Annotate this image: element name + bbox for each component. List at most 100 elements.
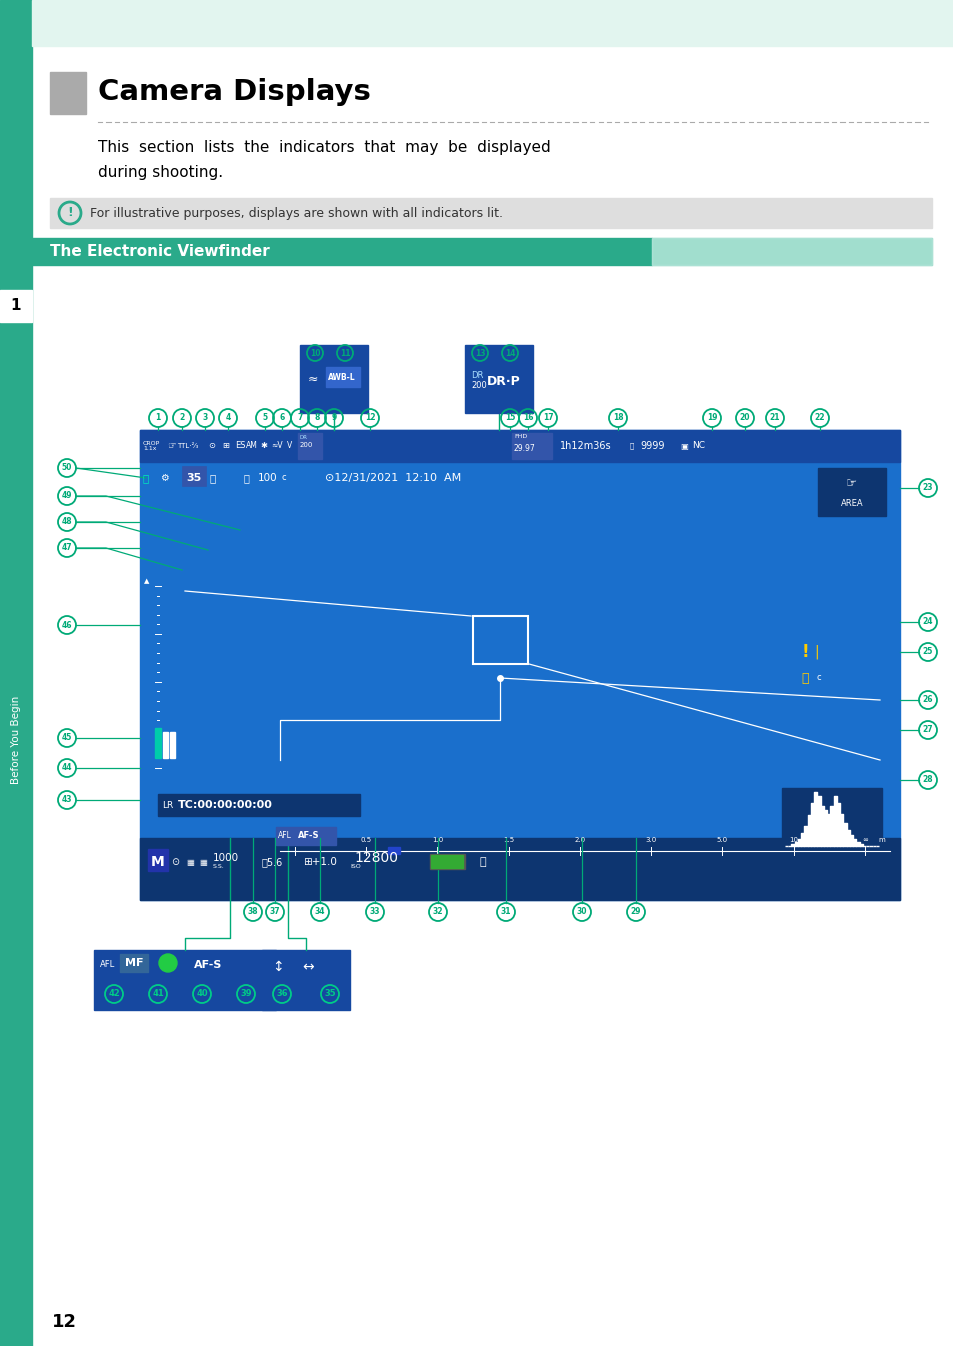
Text: 7: 7 [297, 413, 302, 423]
Text: ▦: ▦ [199, 857, 207, 867]
Bar [464, 345, 533, 413]
Text: 9999: 9999 [639, 441, 664, 451]
Text: ≈: ≈ [308, 373, 318, 386]
Bar [50, 198, 931, 227]
Bar [512, 433, 552, 459]
Bar [140, 429, 899, 900]
Text: 35: 35 [186, 472, 201, 483]
Text: 34: 34 [314, 907, 325, 917]
Text: 19: 19 [706, 413, 717, 423]
Text: ⚙: ⚙ [160, 472, 169, 483]
Text: 20: 20 [739, 413, 749, 423]
Text: 1000: 1000 [213, 853, 239, 863]
Bar [148, 849, 168, 871]
Text: 1: 1 [10, 299, 21, 314]
Text: 33: 33 [370, 907, 380, 917]
Bar [817, 468, 885, 516]
Text: 14: 14 [504, 349, 515, 358]
Text: ∞: ∞ [862, 837, 867, 843]
Bar [32, 238, 651, 265]
Bar [651, 238, 931, 265]
Text: 🔌: 🔌 [479, 857, 486, 867]
Text: 32: 32 [433, 907, 443, 917]
Text: 🔍: 🔍 [143, 472, 149, 483]
Text: FHD: FHD [514, 433, 527, 439]
Text: AREA: AREA [840, 499, 862, 509]
Text: LR: LR [162, 801, 173, 809]
Text: ⊙: ⊙ [209, 441, 215, 451]
Text: ⛰5.6: ⛰5.6 [262, 857, 283, 867]
Bar [651, 238, 931, 265]
Text: 100: 100 [257, 472, 277, 483]
Text: |: | [814, 645, 819, 660]
Text: 26: 26 [922, 696, 932, 704]
Text: 47: 47 [62, 544, 72, 552]
Text: S.S.: S.S. [213, 864, 225, 868]
Text: 5.0: 5.0 [717, 837, 727, 843]
Text: 12: 12 [52, 1312, 77, 1331]
Text: 22: 22 [814, 413, 824, 423]
Text: 10: 10 [310, 349, 320, 358]
Text: MF: MF [125, 958, 143, 968]
Text: m: m [878, 837, 884, 843]
Text: 40: 40 [196, 989, 208, 999]
Bar [94, 950, 275, 1010]
Text: ES: ES [234, 441, 245, 451]
Text: 9: 9 [331, 413, 336, 423]
Text: Before You Begin: Before You Begin [11, 696, 21, 785]
Text: ⬜: ⬜ [629, 443, 634, 450]
Text: AFL: AFL [277, 832, 292, 840]
Text: ⊞: ⊞ [222, 441, 230, 451]
Text: ISO: ISO [350, 864, 360, 868]
Text: 37: 37 [270, 907, 280, 917]
Text: 42: 42 [108, 989, 120, 999]
Text: 11: 11 [339, 349, 350, 358]
Bar [473, 616, 527, 664]
Text: AF-S: AF-S [297, 832, 319, 840]
Text: 0.5: 0.5 [360, 837, 372, 843]
Text: 43: 43 [62, 795, 72, 805]
Text: 44: 44 [62, 763, 72, 773]
Text: AF-S: AF-S [193, 960, 222, 970]
Text: c: c [282, 474, 286, 482]
Text: 8: 8 [314, 413, 319, 423]
Text: 6: 6 [279, 413, 284, 423]
Text: 16: 16 [522, 413, 533, 423]
Text: 📷: 📷 [244, 472, 250, 483]
Bar [120, 954, 148, 972]
Text: 3: 3 [202, 413, 208, 423]
Bar [0, 289, 32, 322]
Text: 10: 10 [788, 837, 798, 843]
Text: 30: 30 [577, 907, 587, 917]
Text: 13: 13 [475, 349, 485, 358]
Text: ⊞+1.0: ⊞+1.0 [303, 857, 336, 867]
Text: For illustrative purposes, displays are shown with all indicators lit.: For illustrative purposes, displays are … [90, 206, 502, 219]
Text: 1h12m36s: 1h12m36s [559, 441, 611, 451]
Text: c: c [816, 673, 821, 682]
Text: 27: 27 [922, 725, 932, 735]
Bar [140, 839, 899, 900]
Text: 3.0: 3.0 [645, 837, 657, 843]
Text: ↕: ↕ [272, 960, 283, 975]
Text: !: ! [67, 206, 72, 219]
Bar [32, 0, 953, 46]
Text: The Electronic Viewfinder: The Electronic Viewfinder [50, 244, 270, 258]
Text: 1.5: 1.5 [502, 837, 514, 843]
Text: ⊙12/31/2021  12:10  AM: ⊙12/31/2021 12:10 AM [325, 472, 460, 483]
Text: 12800: 12800 [354, 851, 397, 865]
Text: AFL: AFL [100, 960, 115, 969]
Text: ▲: ▲ [144, 577, 150, 584]
Text: CROP
1.1x: CROP 1.1x [143, 441, 160, 451]
Text: TTL·²⁄₃: TTL·²⁄₃ [177, 443, 198, 450]
Text: 23: 23 [922, 483, 932, 493]
Text: Camera Displays: Camera Displays [98, 78, 371, 106]
Bar [297, 433, 322, 459]
Text: 200: 200 [299, 441, 313, 448]
Bar [430, 853, 464, 870]
Text: 1: 1 [155, 413, 160, 423]
Bar [182, 466, 206, 486]
Text: ☞: ☞ [845, 478, 857, 490]
Text: ⊙: ⊙ [171, 857, 179, 867]
Text: 4: 4 [225, 413, 231, 423]
Text: AM: AM [246, 441, 257, 451]
